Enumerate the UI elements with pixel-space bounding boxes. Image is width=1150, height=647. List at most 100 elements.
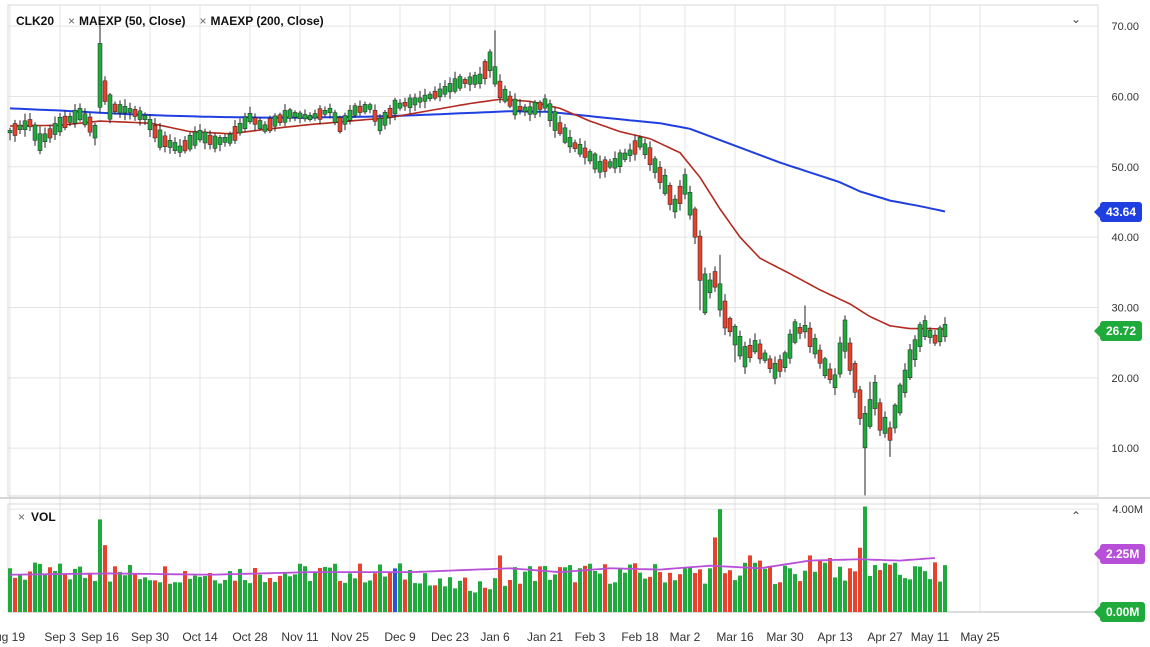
volume-bar bbox=[533, 580, 537, 612]
candle-body bbox=[562, 127, 568, 143]
volume-bar bbox=[843, 580, 847, 612]
volume-bar bbox=[238, 568, 242, 612]
volume-bar bbox=[433, 585, 437, 612]
volume-bar bbox=[78, 566, 82, 612]
ma200-line bbox=[9, 107, 946, 213]
candle-body bbox=[557, 122, 563, 134]
volume-bar bbox=[313, 572, 317, 612]
volume-bar bbox=[328, 567, 332, 612]
price-tick-label: 50.00 bbox=[1111, 162, 1139, 174]
volume-bar bbox=[708, 568, 712, 612]
volume-bar bbox=[403, 579, 407, 612]
volume-bar bbox=[293, 574, 297, 612]
volume-bar bbox=[918, 566, 922, 612]
candle-body bbox=[192, 131, 198, 146]
candle-body bbox=[272, 115, 278, 127]
volume-bar bbox=[523, 571, 527, 612]
volume-bar bbox=[683, 568, 687, 612]
remove-ma50-icon[interactable]: × bbox=[68, 14, 76, 28]
candle-body bbox=[722, 300, 728, 329]
volume-bar bbox=[488, 589, 492, 612]
time-tick-label: Apr 27 bbox=[867, 630, 903, 644]
volume-bar bbox=[98, 519, 102, 612]
time-tick-label: Jan 21 bbox=[527, 630, 563, 644]
volume-bar bbox=[568, 565, 572, 612]
time-tick-label: Dec 9 bbox=[384, 630, 416, 644]
volume-bar bbox=[368, 580, 372, 612]
candle-body bbox=[307, 115, 313, 121]
volume-bar bbox=[153, 580, 157, 612]
candle-body bbox=[872, 381, 878, 409]
candle-body bbox=[377, 118, 383, 132]
time-tick-label: Oct 14 bbox=[182, 630, 218, 644]
volume-bar bbox=[43, 573, 47, 612]
candle-body bbox=[437, 88, 443, 98]
collapse-volume-pane-icon[interactable]: ⌃ bbox=[1071, 509, 1082, 523]
candle-body bbox=[122, 106, 128, 114]
volume-bar bbox=[448, 577, 452, 612]
candle-body bbox=[672, 198, 678, 213]
candle-body bbox=[397, 102, 403, 109]
volume-bar bbox=[703, 583, 707, 612]
price-tick-label: 30.00 bbox=[1111, 302, 1139, 314]
volume-bar bbox=[398, 563, 402, 612]
volume-bar bbox=[573, 582, 577, 612]
candle-body bbox=[67, 115, 73, 123]
candle-body bbox=[912, 339, 918, 360]
candle-body bbox=[167, 140, 173, 148]
volume-bar bbox=[128, 564, 132, 612]
candle-body bbox=[302, 114, 308, 120]
candle-body bbox=[532, 101, 538, 115]
ma50-legend-item[interactable]: × MAEXP (50, Close) bbox=[68, 14, 186, 28]
symbol-label[interactable]: CLK20 bbox=[16, 14, 55, 28]
volume-bar bbox=[483, 587, 487, 612]
volume-bar bbox=[148, 580, 152, 612]
candle-body bbox=[822, 358, 828, 377]
volume-bar bbox=[858, 547, 862, 612]
volume-bar bbox=[163, 566, 167, 612]
candle-body bbox=[622, 152, 628, 160]
volume-bar bbox=[528, 566, 532, 612]
volume-bar bbox=[498, 555, 502, 612]
volume-bar bbox=[18, 574, 22, 612]
candle-body bbox=[257, 120, 263, 129]
time-tick-label: Sep 16 bbox=[81, 630, 119, 644]
candle-body bbox=[417, 97, 423, 103]
candle-body bbox=[647, 147, 653, 166]
volume-bar bbox=[613, 582, 617, 612]
volume-bar bbox=[833, 577, 837, 612]
volume-bar bbox=[618, 568, 622, 612]
candle-body bbox=[442, 86, 448, 95]
volume-bar bbox=[888, 564, 892, 612]
candle-body bbox=[187, 134, 193, 150]
volume-bar bbox=[648, 576, 652, 612]
volume-bar bbox=[283, 573, 287, 612]
candle-body bbox=[277, 114, 283, 123]
remove-ma200-icon[interactable]: × bbox=[199, 14, 207, 28]
remove-volume-icon[interactable]: × bbox=[18, 510, 26, 524]
volume-bar bbox=[798, 581, 802, 612]
volume-bar bbox=[268, 578, 272, 612]
time-tick-label: Oct 28 bbox=[232, 630, 268, 644]
candle-body bbox=[367, 104, 373, 110]
ma200-legend-item[interactable]: × MAEXP (200, Close) bbox=[200, 14, 324, 28]
volume-bar bbox=[348, 573, 352, 612]
candle-body bbox=[332, 112, 338, 123]
candle-body bbox=[857, 389, 863, 419]
candle-body bbox=[742, 346, 748, 368]
candle-body bbox=[12, 123, 18, 136]
candle-body bbox=[87, 116, 93, 133]
volume-bar bbox=[38, 563, 42, 612]
candle-body bbox=[317, 108, 323, 120]
candle-body bbox=[807, 327, 813, 347]
collapse-price-pane-icon[interactable]: ⌄ bbox=[1071, 12, 1082, 26]
time-tick-label: Feb 3 bbox=[575, 630, 606, 644]
candle-body bbox=[77, 107, 83, 121]
volume-bar bbox=[868, 575, 872, 612]
time-tick-label: Nov 25 bbox=[331, 630, 369, 644]
volume-bar bbox=[143, 577, 147, 612]
candle-body bbox=[152, 125, 158, 139]
candle-body bbox=[602, 159, 608, 172]
candle-body bbox=[342, 115, 348, 125]
